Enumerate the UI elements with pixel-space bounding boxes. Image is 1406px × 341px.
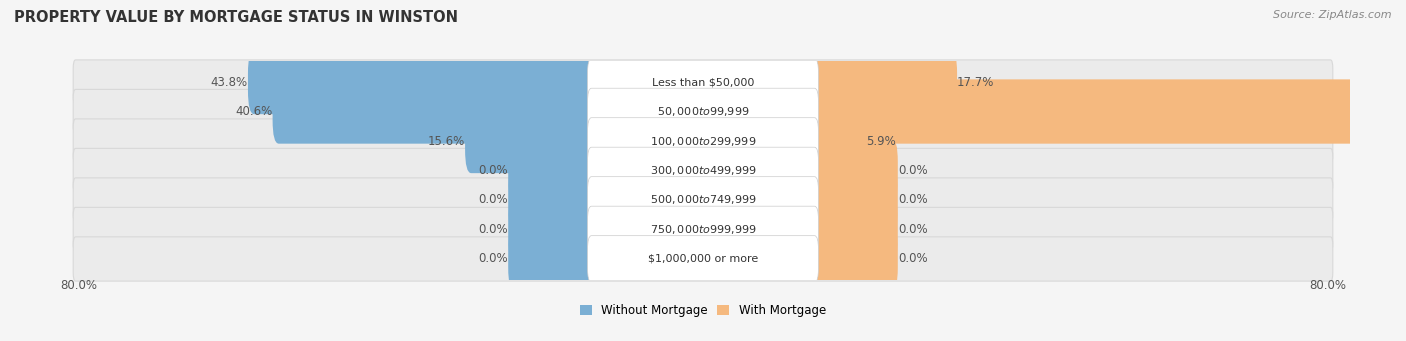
FancyBboxPatch shape [508, 197, 598, 262]
Text: 80.0%: 80.0% [1309, 279, 1346, 292]
Text: 0.0%: 0.0% [478, 223, 508, 236]
FancyBboxPatch shape [808, 79, 1406, 144]
FancyBboxPatch shape [465, 109, 598, 173]
Text: Source: ZipAtlas.com: Source: ZipAtlas.com [1274, 10, 1392, 20]
FancyBboxPatch shape [508, 168, 598, 232]
Text: $1,000,000 or more: $1,000,000 or more [648, 254, 758, 264]
FancyBboxPatch shape [588, 88, 818, 135]
Legend: Without Mortgage, With Mortgage: Without Mortgage, With Mortgage [575, 299, 831, 322]
Text: 5.9%: 5.9% [866, 134, 896, 148]
FancyBboxPatch shape [808, 197, 898, 262]
FancyBboxPatch shape [808, 138, 898, 203]
Text: $500,000 to $749,999: $500,000 to $749,999 [650, 193, 756, 207]
FancyBboxPatch shape [588, 147, 818, 194]
FancyBboxPatch shape [588, 118, 818, 164]
FancyBboxPatch shape [808, 109, 866, 173]
Text: 0.0%: 0.0% [478, 164, 508, 177]
Text: 0.0%: 0.0% [898, 164, 928, 177]
FancyBboxPatch shape [588, 236, 818, 282]
FancyBboxPatch shape [73, 207, 1333, 252]
Text: 0.0%: 0.0% [898, 223, 928, 236]
FancyBboxPatch shape [588, 59, 818, 105]
FancyBboxPatch shape [508, 138, 598, 203]
FancyBboxPatch shape [73, 119, 1333, 163]
FancyBboxPatch shape [588, 206, 818, 253]
Text: $750,000 to $999,999: $750,000 to $999,999 [650, 223, 756, 236]
FancyBboxPatch shape [73, 178, 1333, 222]
FancyBboxPatch shape [73, 89, 1333, 134]
FancyBboxPatch shape [808, 50, 957, 114]
Text: 17.7%: 17.7% [957, 75, 994, 89]
Text: Less than $50,000: Less than $50,000 [652, 77, 754, 87]
Text: $300,000 to $499,999: $300,000 to $499,999 [650, 164, 756, 177]
Text: 0.0%: 0.0% [898, 193, 928, 207]
FancyBboxPatch shape [73, 148, 1333, 193]
Text: 0.0%: 0.0% [478, 252, 508, 266]
FancyBboxPatch shape [273, 79, 598, 144]
FancyBboxPatch shape [588, 177, 818, 223]
FancyBboxPatch shape [247, 50, 598, 114]
Text: 40.6%: 40.6% [235, 105, 273, 118]
Text: 15.6%: 15.6% [427, 134, 465, 148]
FancyBboxPatch shape [73, 60, 1333, 104]
FancyBboxPatch shape [508, 227, 598, 291]
FancyBboxPatch shape [808, 168, 898, 232]
Text: 0.0%: 0.0% [478, 193, 508, 207]
Text: 80.0%: 80.0% [60, 279, 97, 292]
Text: 0.0%: 0.0% [898, 252, 928, 266]
Text: $100,000 to $299,999: $100,000 to $299,999 [650, 134, 756, 148]
Text: $50,000 to $99,999: $50,000 to $99,999 [657, 105, 749, 118]
FancyBboxPatch shape [808, 227, 898, 291]
Text: 43.8%: 43.8% [211, 75, 247, 89]
Text: PROPERTY VALUE BY MORTGAGE STATUS IN WINSTON: PROPERTY VALUE BY MORTGAGE STATUS IN WIN… [14, 10, 458, 25]
FancyBboxPatch shape [73, 237, 1333, 281]
